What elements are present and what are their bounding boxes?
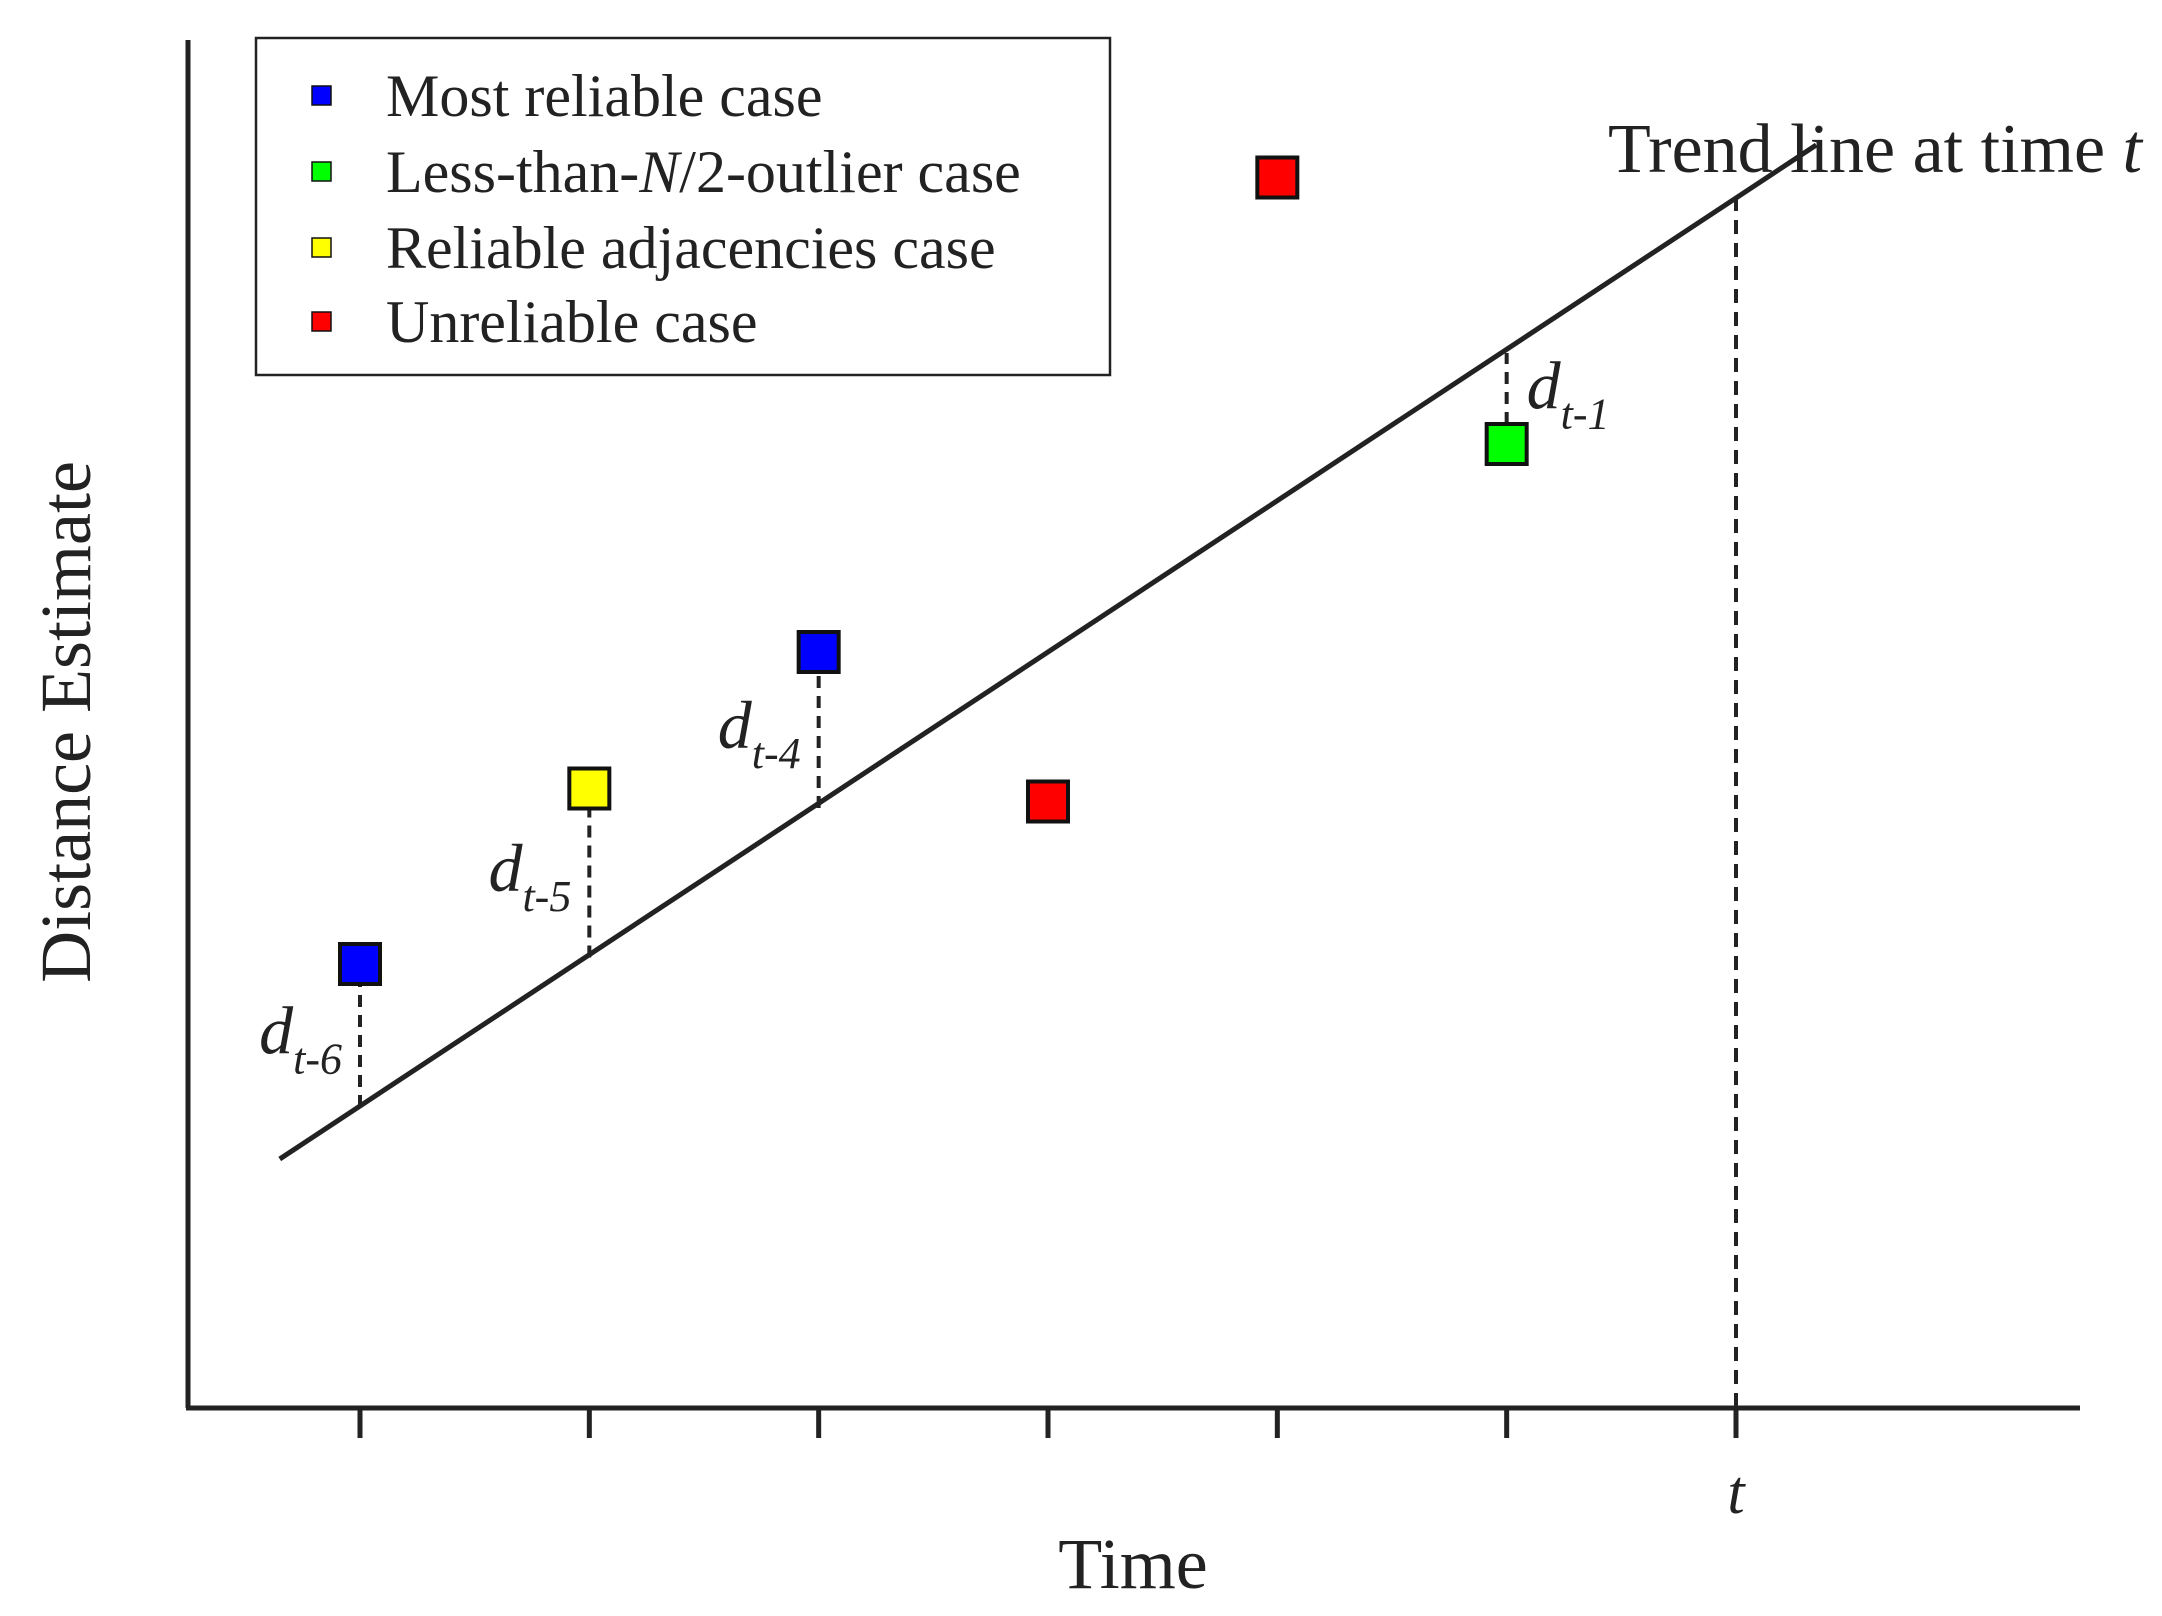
legend-box — [254, 36, 1112, 377]
legend-label-part: Reliable adjacencies case — [386, 215, 996, 281]
residual-label-symbol: d — [718, 687, 753, 763]
residual-label: dt-5 — [488, 830, 571, 921]
data-point-less-than-half-outlier — [1484, 422, 1529, 466]
data-points — [338, 155, 1529, 986]
residual-label-symbol: d — [1527, 348, 1562, 424]
data-point-unreliable — [1255, 155, 1300, 200]
trend-line-label-part: t — [2123, 111, 2144, 188]
residual-label-subscript: t-5 — [522, 872, 571, 921]
residual-label: dt-6 — [259, 993, 342, 1084]
residual-label: dt-1 — [1527, 348, 1610, 439]
residual-label-subscript: t-4 — [752, 729, 801, 778]
data-point-most-reliable — [338, 942, 382, 986]
residual-label-subscript: t-6 — [293, 1035, 342, 1084]
trend-line-label-part: Trend line at time — [1608, 111, 2123, 188]
legend-label: Unreliable case — [386, 289, 757, 355]
legend-label-part: Most reliable case — [386, 63, 823, 129]
residual-label: dt-4 — [718, 687, 801, 778]
y-axis-label: Distance Estimate — [26, 461, 106, 983]
labels: Time Distance Estimate Trend line at time … — [26, 111, 2144, 1604]
data-point-unreliable — [1026, 779, 1070, 824]
legend-label-part: Less-than- — [386, 139, 639, 205]
axes: t — [185, 40, 2080, 1527]
legend-label: Less-than-N/2-outlier case — [386, 139, 1021, 205]
residual-label-subscript: t-1 — [1561, 390, 1610, 439]
residual-label-symbol: d — [488, 830, 523, 906]
legend-swatch-most-reliable — [311, 85, 332, 106]
x-tick-label: t — [1727, 1459, 1746, 1527]
trend-line — [278, 142, 1818, 1162]
legend-swatch-unreliable — [311, 311, 332, 332]
legend-swatch-less-than-half-outlier — [311, 161, 332, 182]
legend-swatch-reliable-adjacencies — [311, 237, 332, 258]
residual-label-symbol: d — [259, 993, 294, 1069]
trend-line-group — [278, 142, 1818, 1408]
data-point-most-reliable — [796, 630, 841, 674]
legend-label-part: N — [638, 139, 682, 205]
data-point-reliable-adjacencies — [567, 766, 612, 811]
trend-line-label: Trend line at time t — [1608, 111, 2144, 188]
x-axis-label: Time — [1058, 1524, 1207, 1604]
legend-label-part: /2-outlier case — [679, 139, 1021, 205]
legend-label: Most reliable case — [386, 63, 823, 129]
residuals-group: dt-6dt-5dt-4dt-1 — [259, 348, 1610, 1107]
legend-label-part: Unreliable case — [386, 289, 757, 355]
legend-label: Reliable adjacencies case — [386, 215, 996, 281]
legend: Most reliable case Less-than-N/2-outlier … — [254, 36, 1112, 377]
